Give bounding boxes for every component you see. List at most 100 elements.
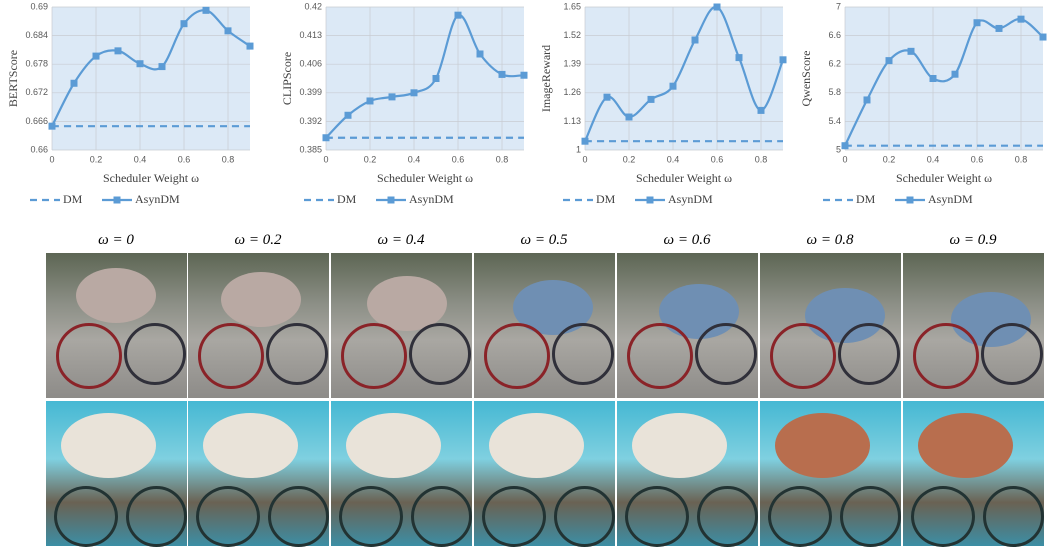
legend-label: DM	[596, 192, 616, 206]
generated-image	[760, 253, 901, 398]
x-tick-label: 0.2	[623, 154, 636, 164]
shark	[61, 413, 156, 478]
marker	[367, 97, 374, 104]
y-tick-label: 0.385	[299, 144, 322, 154]
y-tick-label: 5.8	[828, 87, 841, 97]
marker	[115, 47, 122, 54]
x-tick-label: 0.8	[496, 154, 509, 164]
generated-image	[474, 253, 615, 398]
wheel	[913, 323, 979, 389]
generated-image	[331, 401, 472, 546]
legend-marker	[647, 197, 654, 204]
generated-image	[903, 253, 1044, 398]
x-axis-label: Scheduler Weight ω	[103, 171, 199, 185]
shark	[76, 268, 156, 323]
x-axis-label: Scheduler Weight ω	[377, 171, 473, 185]
x-tick-label: 0	[842, 154, 847, 164]
y-tick-label: 0.406	[299, 59, 322, 69]
marker	[159, 63, 166, 70]
wheel	[484, 323, 550, 389]
marker	[604, 94, 611, 101]
y-tick-label: 0.66	[30, 144, 48, 154]
wheel	[56, 323, 122, 389]
shark	[918, 413, 1013, 478]
marker	[886, 57, 893, 64]
marker	[181, 20, 188, 27]
wheel	[770, 323, 836, 389]
y-tick-label: 0.666	[25, 116, 48, 126]
marker	[736, 54, 743, 61]
marker	[582, 138, 589, 145]
y-tick-label: 1	[576, 144, 581, 154]
wheel	[768, 486, 832, 547]
marker	[692, 37, 699, 44]
wheel	[54, 486, 118, 547]
wheel	[983, 486, 1044, 547]
plot-area	[52, 7, 250, 150]
marker	[974, 19, 981, 26]
marker	[477, 50, 484, 57]
marker	[908, 48, 915, 55]
marker	[49, 123, 56, 130]
shark	[775, 413, 870, 478]
marker	[1018, 16, 1025, 23]
x-tick-label: 0	[49, 154, 54, 164]
marker	[225, 27, 232, 34]
column-label: ω = 0.6	[616, 232, 758, 249]
plot-area	[845, 7, 1043, 150]
marker	[864, 96, 871, 103]
wheel	[341, 323, 407, 389]
column-label: ω = 0.4	[330, 232, 472, 249]
legend-label: AsynDM	[928, 192, 973, 206]
wheel	[411, 486, 472, 547]
generated-image	[188, 401, 329, 546]
marker	[626, 114, 633, 121]
y-tick-label: 0.678	[25, 59, 48, 69]
y-tick-label: 0.399	[299, 87, 322, 97]
marker	[203, 7, 210, 14]
wheel	[198, 323, 264, 389]
legend-label: DM	[63, 192, 83, 206]
wheel	[697, 486, 758, 547]
x-tick-label: 0.2	[90, 154, 103, 164]
shark	[221, 272, 301, 327]
y-tick-label: 1.65	[563, 1, 581, 11]
y-tick-label: 0.42	[304, 1, 322, 11]
legend-marker	[907, 197, 914, 204]
y-axis-label: CLIPScore	[280, 52, 294, 105]
marker	[1040, 34, 1047, 41]
marker	[952, 71, 959, 78]
marker	[93, 53, 100, 60]
marker	[758, 107, 765, 114]
generated-image	[46, 253, 187, 398]
marker	[455, 12, 462, 19]
legend-label: DM	[856, 192, 876, 206]
figure: {"chart_data": [ {"type": "line", "ylabe…	[0, 0, 1047, 546]
column-label: ω = 0	[45, 232, 187, 249]
y-tick-label: 0.69	[30, 1, 48, 11]
wheel	[126, 486, 187, 547]
y-axis-label: QwenScore	[799, 51, 813, 107]
x-tick-label: 0.8	[755, 154, 768, 164]
y-tick-label: 0.672	[25, 87, 48, 97]
marker	[780, 56, 787, 63]
plot-area	[326, 7, 524, 150]
y-axis-label: BERTScore	[6, 50, 20, 107]
shark	[203, 413, 298, 478]
marker	[71, 80, 78, 87]
y-tick-label: 0.392	[299, 116, 322, 126]
x-tick-label: 0.4	[134, 154, 147, 164]
plot-area	[585, 7, 783, 150]
marker	[323, 134, 330, 141]
column-label: ω = 0.9	[902, 232, 1044, 249]
marker	[996, 25, 1003, 32]
wheel	[266, 323, 328, 385]
wheel	[625, 486, 689, 547]
wheel	[268, 486, 329, 547]
x-tick-label: 0.6	[178, 154, 191, 164]
wheel	[124, 323, 186, 385]
column-label: ω = 0.5	[473, 232, 615, 249]
x-tick-label: 0	[582, 154, 587, 164]
generated-image	[617, 401, 758, 546]
